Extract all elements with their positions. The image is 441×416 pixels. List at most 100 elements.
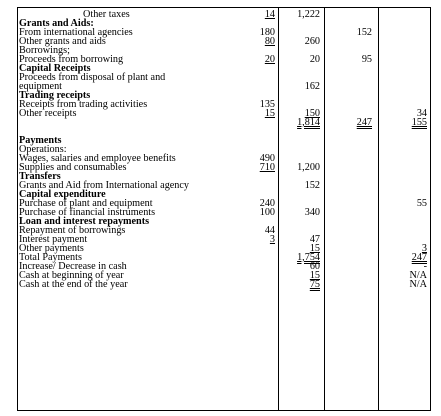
- amount-col-3: 247: [356, 117, 372, 128]
- table-row: Cash at the end of the year 75 N/A: [17, 279, 431, 290]
- row-label: Supplies and consumables: [19, 162, 127, 173]
- row-label: From international agencies: [19, 27, 133, 38]
- row-label: Receipts from trading activities: [19, 99, 148, 110]
- row-label: Trading receipts: [19, 90, 91, 101]
- table-row: Grants and Aids:: [17, 18, 431, 29]
- amount-col-2: 152: [304, 180, 320, 191]
- amount-col-4: 34: [416, 108, 427, 119]
- row-label: Proceeds from borrowing: [19, 54, 124, 65]
- row-label: Transfers: [19, 171, 61, 182]
- row-label: Grants and Aids:: [19, 18, 94, 29]
- amount-col-2: 75: [309, 279, 320, 290]
- column-divider-2: [324, 7, 325, 411]
- amount-col-2: 60: [309, 261, 320, 272]
- amount-col-1: 20: [264, 54, 275, 65]
- table-border-right: [430, 7, 431, 411]
- table-row: Grants and Aid from International agency…: [17, 180, 431, 191]
- table-row: Receipts from trading activities 135: [17, 99, 431, 110]
- table-row: Cash at beginning of year 15 N/A: [17, 270, 431, 281]
- table-row: Trading receipts: [17, 90, 431, 101]
- amount-col-3: 95: [361, 54, 372, 65]
- amount-col-4: 155: [411, 117, 427, 128]
- amount-col-1: 80: [264, 36, 275, 47]
- amount-col-1: 710: [259, 162, 275, 173]
- row-label: Operations:: [19, 144, 67, 155]
- table-row: Total Payments 1,754 247: [17, 252, 431, 263]
- row-label: Grants and Aid from International agency: [19, 180, 190, 191]
- table-row: Loan and interest repayments: [17, 216, 431, 227]
- row-label: Increase/ Decrease in cash: [19, 261, 127, 272]
- table-row: Operations:: [17, 144, 431, 155]
- row-label: Total Payments: [19, 252, 82, 263]
- amount-col-2: 15: [309, 243, 320, 254]
- amount-col-2: 340: [304, 207, 320, 218]
- row-label: equipment: [19, 81, 63, 92]
- amount-col-4: 55: [416, 198, 427, 209]
- table-row: Other payments 15 3: [17, 243, 431, 254]
- table-row: Wages, salaries and employee benefits 490: [17, 153, 431, 164]
- amount-col-1: 15: [264, 108, 275, 119]
- row-label: Other grants and aids: [19, 36, 106, 47]
- row-label: Borrowings;: [19, 45, 70, 56]
- amount-col-2: 1,200: [297, 162, 320, 173]
- column-divider-3: [378, 7, 379, 411]
- table-border-left: [17, 7, 18, 411]
- amount-col-1: 100: [259, 207, 275, 218]
- amount-col-1: 180: [259, 27, 275, 38]
- table-row: Other receipts 15 150 34: [17, 108, 431, 119]
- row-label: Repayment of borrowings: [19, 225, 126, 236]
- amount-col-4: 3: [421, 243, 427, 254]
- table-row: Interest payment 3 47: [17, 234, 431, 245]
- amount-col-2: 1,814: [297, 117, 320, 128]
- amount-col-1: 3: [269, 234, 275, 245]
- table-row: Purchase of plant and equipment 240 55: [17, 198, 431, 209]
- row-label: Cash at the end of the year: [19, 279, 128, 290]
- cash-flow-table: Other taxes 14 1,222 Grants and Aids: From i…: [17, 7, 431, 411]
- table-row: 1,814 247 155: [17, 117, 431, 128]
- row-label: Cash at beginning of year: [19, 270, 124, 281]
- table-row: Capital expenditure: [17, 189, 431, 200]
- amount-col-2: 1,222: [297, 9, 320, 20]
- table-row: Other taxes 14 1,222: [17, 9, 431, 20]
- row-label: Other payments: [19, 243, 84, 254]
- amount-col-2: 47: [309, 234, 320, 245]
- amount-col-1: 44: [264, 225, 275, 236]
- amount-col-1: 14: [264, 9, 275, 20]
- amount-col-2: 150: [304, 108, 320, 119]
- amount-col-2: 1,754: [297, 252, 320, 263]
- table-row: Proceeds from borrowing 20 20 95: [17, 54, 431, 65]
- amount-col-2: 162: [304, 81, 320, 92]
- table-row: [17, 127, 431, 136]
- amount-col-1: 240: [259, 198, 275, 209]
- column-divider-1: [278, 7, 279, 411]
- table-row: Purchase of financial instruments 100 340: [17, 207, 431, 218]
- row-label: Capital Receipts: [19, 63, 91, 74]
- table-border-bottom: [17, 410, 431, 411]
- row-label: Proceeds from disposal of plant and: [19, 72, 166, 83]
- amount-col-4: 247: [411, 252, 427, 263]
- row-label: Purchase of financial instruments: [19, 207, 156, 218]
- table-row: Increase/ Decrease in cash 60 -: [17, 261, 431, 272]
- row-label: Other taxes: [83, 9, 130, 20]
- table-row: equipment 162: [17, 81, 431, 92]
- table-row: Repayment of borrowings 44: [17, 225, 431, 236]
- amount-col-4: N/A: [409, 270, 427, 281]
- row-label: Interest payment: [19, 234, 88, 245]
- row-label: Capital expenditure: [19, 189, 106, 200]
- row-label: Wages, salaries and employee benefits: [19, 153, 176, 164]
- row-label: Payments: [19, 135, 62, 146]
- table-row: Capital Receipts: [17, 63, 431, 74]
- table-row: Transfers: [17, 171, 431, 182]
- amount-col-2: 260: [304, 36, 320, 47]
- amount-col-4: -: [423, 261, 427, 272]
- amount-col-2: 20: [309, 54, 320, 65]
- amount-col-1: 490: [259, 153, 275, 164]
- table-border-top: [17, 7, 431, 8]
- amount-col-2: 15: [309, 270, 320, 281]
- row-label: Other receipts: [19, 108, 77, 119]
- amount-col-4: N/A: [409, 279, 427, 290]
- row-label: Loan and interest repayments: [19, 216, 150, 227]
- table-row: Payments: [17, 135, 431, 146]
- table-row: Borrowings;: [17, 45, 431, 56]
- table-row: From international agencies 180 152: [17, 27, 431, 38]
